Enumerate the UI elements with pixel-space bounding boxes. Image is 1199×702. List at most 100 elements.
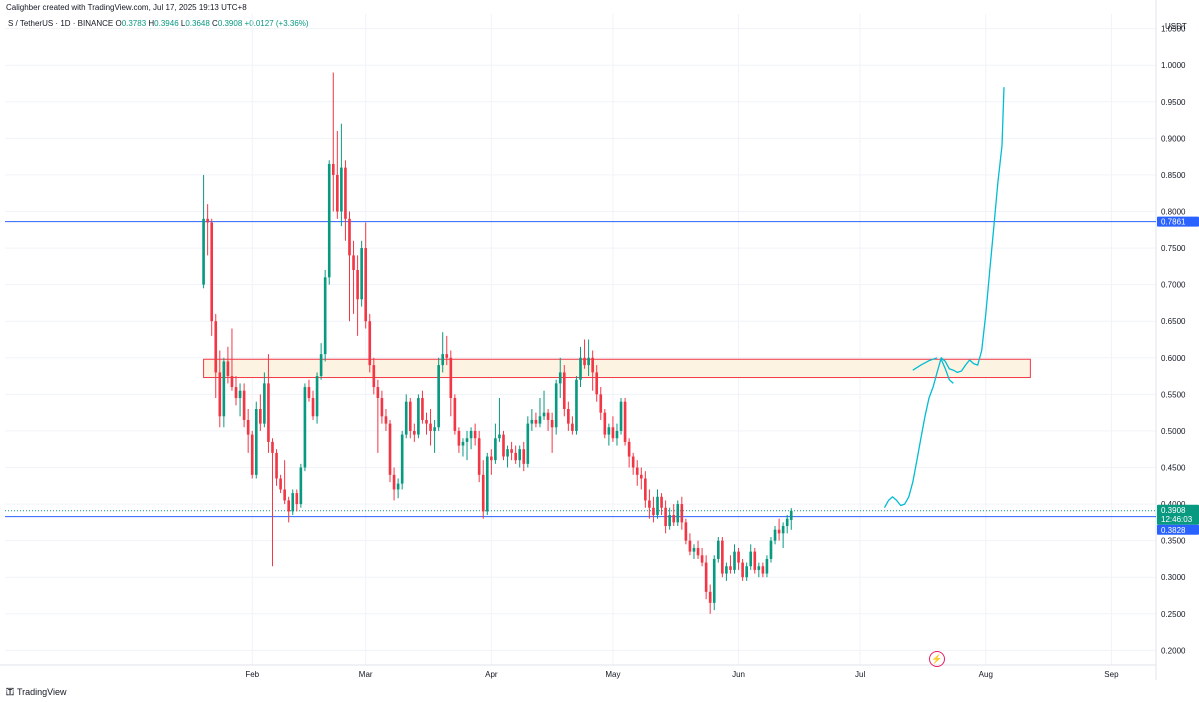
y-tick-label: 0.9500 <box>1161 98 1186 107</box>
candle-body <box>477 438 481 475</box>
candle-body <box>279 478 282 490</box>
candle-body <box>417 398 420 435</box>
candle-body <box>376 387 380 399</box>
y-tick-label: 0.5000 <box>1161 427 1186 436</box>
candle-body <box>538 416 542 424</box>
candle-body <box>360 248 363 300</box>
candle-body <box>558 372 562 384</box>
symbol-name: S / TetherUS · 1D · BINANCE <box>8 19 114 28</box>
candle-body <box>567 408 570 424</box>
candle-body <box>340 167 343 212</box>
candle-body <box>518 449 522 461</box>
candle-body <box>234 387 238 399</box>
candle-body <box>769 540 773 559</box>
candle-body <box>473 430 477 439</box>
candle-body <box>259 408 262 424</box>
candle-body <box>323 277 327 355</box>
candle-body <box>368 321 372 366</box>
y-tick-label: 0.6500 <box>1161 317 1186 326</box>
candle-body <box>753 551 757 570</box>
candle-body <box>242 390 246 420</box>
candle-body <box>408 401 412 431</box>
candle-body <box>554 383 558 428</box>
candle-body <box>745 566 748 578</box>
candle-body <box>700 555 704 563</box>
candle-body <box>534 419 538 424</box>
candle-body <box>429 423 432 431</box>
candle-body <box>672 515 676 523</box>
flash-icon[interactable]: ⚡ <box>929 651 945 667</box>
candle-body <box>384 416 388 424</box>
y-tick-label: 0.2000 <box>1161 646 1186 655</box>
candle-body <box>575 379 578 431</box>
candle-body <box>372 365 376 388</box>
countdown-label: 12:46:03 <box>1161 515 1193 524</box>
candle-body <box>579 357 582 380</box>
candle-body <box>291 493 295 512</box>
candle-body <box>599 394 603 413</box>
candle-body <box>712 558 716 603</box>
candle-body <box>757 566 761 570</box>
candle-body <box>587 357 590 366</box>
candle-body <box>591 357 594 373</box>
candle-body <box>380 398 384 417</box>
candle-body <box>352 255 355 271</box>
candle-body <box>733 551 736 570</box>
candle-body <box>238 390 242 399</box>
support-price-label-bg <box>1157 524 1199 535</box>
candle-body <box>246 419 250 435</box>
candle-body <box>295 493 299 505</box>
candle-body <box>481 474 485 512</box>
candle-body <box>453 398 457 431</box>
projection-path <box>883 87 1005 509</box>
candle-body <box>485 456 489 512</box>
close-value: 0.3908 <box>217 19 243 28</box>
candle-body <box>469 430 473 439</box>
candle-body <box>635 467 639 475</box>
candle-body <box>761 566 765 574</box>
change-value: +0.0127 (+3.36%) <box>244 19 309 28</box>
candle-body <box>785 518 789 527</box>
candle-body <box>708 591 712 603</box>
resistance-price-label-bg <box>1157 216 1199 227</box>
candle-body <box>652 507 655 516</box>
y-tick-label: 0.3000 <box>1161 573 1186 582</box>
candle-body <box>676 504 680 523</box>
candle-body <box>611 427 615 439</box>
candle-body <box>603 412 607 435</box>
candle-body <box>656 496 659 516</box>
open-value: 0.3783 <box>121 19 147 28</box>
candle-body <box>664 507 667 527</box>
candle-body <box>725 566 728 574</box>
x-tick-label: Jun <box>732 670 745 679</box>
candle-body <box>490 456 493 461</box>
y-tick-label: 1.0500 <box>1161 25 1186 34</box>
candle-body <box>457 430 461 446</box>
candle-body <box>530 419 534 424</box>
candle-body <box>222 361 226 417</box>
candle-body <box>465 438 469 442</box>
supply-zone <box>203 358 1031 379</box>
candle-body <box>461 441 465 446</box>
candle-body <box>413 430 416 435</box>
support-price-label: 0.3828 <box>1161 526 1186 535</box>
y-tick-label: 0.4500 <box>1161 464 1186 473</box>
candle-body <box>571 423 574 431</box>
candle-body <box>696 547 700 556</box>
candle-body <box>230 376 234 388</box>
candle-body <box>311 398 315 417</box>
candle-body <box>214 321 218 373</box>
candle-body <box>283 489 286 501</box>
candle-body <box>749 551 753 567</box>
candle-body <box>765 558 769 574</box>
y-tick-label: 0.8000 <box>1161 207 1186 216</box>
resistance-price-label: 0.7861 <box>1161 218 1186 227</box>
y-tick-label: 0.4000 <box>1161 500 1186 509</box>
candle-body <box>210 222 214 322</box>
candle-body <box>425 419 428 424</box>
candle-body <box>615 430 619 439</box>
candle-body <box>250 434 254 475</box>
candle-body <box>729 566 732 570</box>
y-tick-label: 0.7500 <box>1161 244 1186 253</box>
